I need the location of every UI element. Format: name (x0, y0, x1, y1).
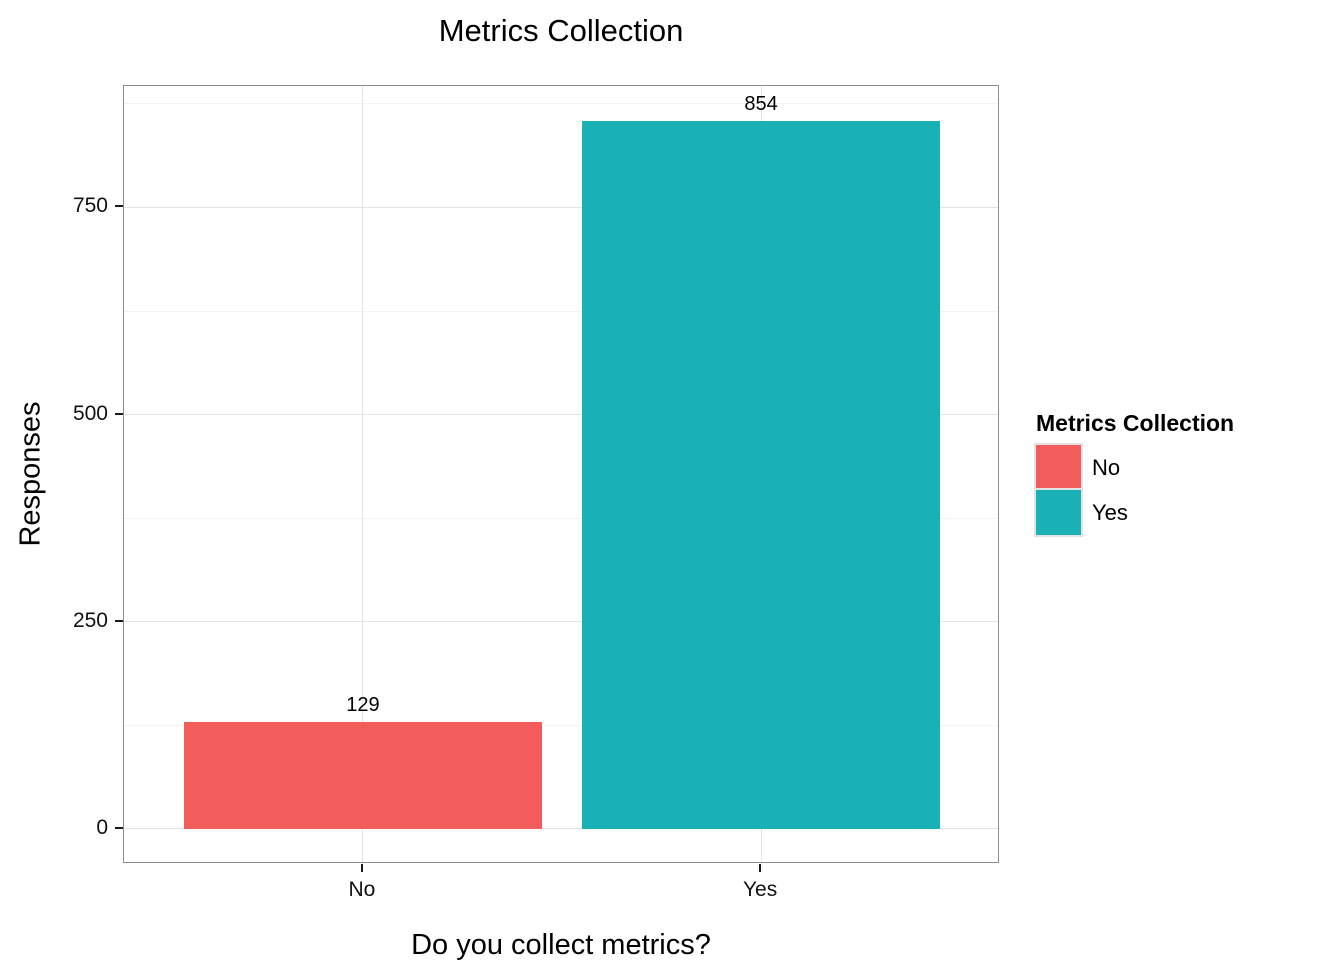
y-tick-label: 750 (72, 194, 108, 218)
gridline-major-horizontal (124, 414, 998, 416)
x-tick-mark (759, 864, 762, 872)
gridline-major-horizontal (124, 621, 998, 623)
legend-entries: No Yes (1036, 445, 1234, 535)
bar-no (183, 721, 543, 829)
bar-yes (581, 121, 941, 829)
legend-title: Metrics Collection (1036, 410, 1235, 436)
x-tick-mark (360, 864, 363, 872)
gridline-major-horizontal (124, 206, 998, 208)
legend-entry: Yes (1036, 490, 1234, 535)
gridline-minor-horizontal (124, 517, 998, 519)
gridline-minor-horizontal (124, 310, 998, 312)
x-axis-title: Do you collect metrics? (411, 929, 711, 961)
gridline-major-horizontal (124, 828, 998, 830)
gridline-minor-horizontal (124, 724, 998, 726)
legend: Metrics Collection No Yes (1036, 410, 1234, 535)
legend-entry: No (1036, 445, 1234, 490)
x-tick-label: No (348, 878, 376, 901)
x-tick-label: Yes (742, 878, 778, 901)
gridline-major-vertical (362, 86, 364, 862)
bar-value-label: 854 (744, 93, 778, 116)
y-tick-label: 0 (96, 815, 108, 839)
y-tick-mark (115, 619, 123, 622)
legend-entry-label: No (1092, 454, 1121, 480)
chart-title: Metrics Collection (438, 13, 684, 48)
y-tick-mark (115, 205, 123, 208)
legend-key-swatch (1036, 445, 1081, 490)
y-tick-mark (115, 826, 123, 829)
y-tick-label: 500 (72, 401, 108, 425)
bar-value-label: 129 (346, 693, 380, 716)
gridline-minor-horizontal (124, 103, 998, 105)
y-tick-mark (115, 412, 123, 415)
y-tick-label: 250 (72, 608, 108, 632)
plot-panel: 129 854 (123, 85, 999, 863)
legend-entry-label: Yes (1092, 499, 1128, 525)
legend-key-swatch (1036, 490, 1081, 535)
